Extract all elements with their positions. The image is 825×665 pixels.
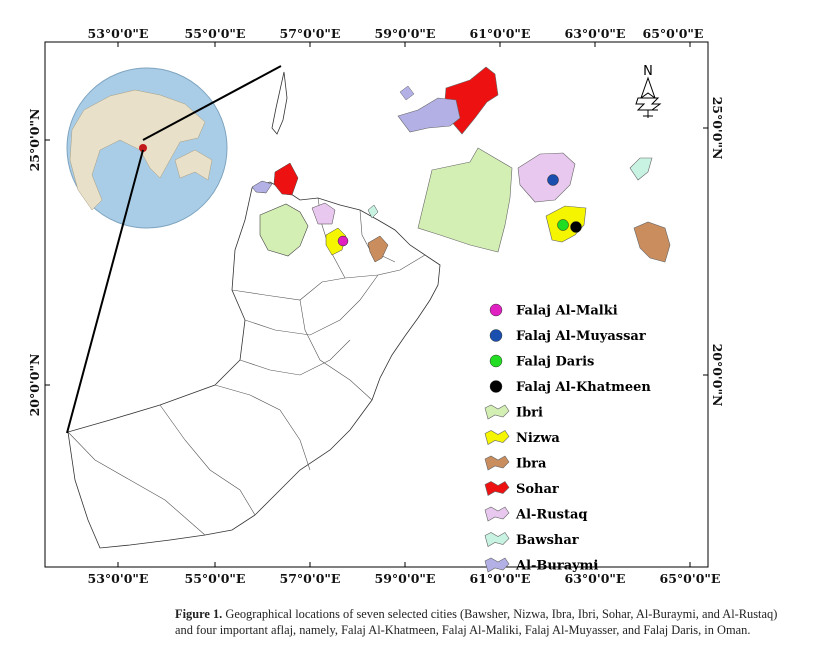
top-axis-labels: 53°0'0"E 55°0'0"E 57°0'0"E 59°0'0"E 61°0…	[88, 26, 704, 41]
legend-point-symbol	[489, 329, 503, 342]
right-tick-label: 25°0'0"N	[710, 97, 725, 160]
bottom-tick-label: 57°0'0"E	[280, 571, 341, 586]
district-boundaries	[67, 197, 426, 536]
bottom-tick-label: 63°0'0"E	[565, 571, 626, 586]
legend-label: Ibri	[516, 406, 543, 421]
legend-area-symbol	[484, 506, 510, 522]
caption-text: Geographical locations of seven selected…	[175, 607, 778, 637]
bottom-tick-label: 53°0'0"E	[88, 571, 149, 586]
sohar-area	[273, 162, 299, 196]
top-tick-label: 61°0'0"E	[470, 26, 531, 41]
nizwa-area	[325, 227, 347, 256]
ibra-inset	[633, 221, 671, 263]
right-tick-label: 20°0'0"N	[710, 344, 725, 407]
top-tick-label: 53°0'0"E	[88, 26, 149, 41]
bawshar-area	[367, 204, 379, 219]
legend-area-symbol	[484, 532, 510, 547]
legend-label: Ibra	[516, 457, 547, 472]
left-tick-label: 25°0'0"N	[27, 109, 42, 172]
tick-marks	[45, 42, 708, 567]
top-tick-label: 57°0'0"E	[280, 26, 341, 41]
legend-area-symbol	[484, 404, 510, 420]
legend-label: Nizwa	[516, 431, 560, 446]
figure-caption: Figure 1. Geographical locations of seve…	[175, 607, 790, 638]
globe-landmass	[69, 89, 206, 211]
map-figure: 53°0'0"E 55°0'0"E 57°0'0"E 59°0'0"E 61°0…	[27, 26, 725, 586]
caption-label: Figure 1.	[175, 607, 223, 621]
legend-area-symbol	[484, 481, 510, 496]
falaj-al-muyassar-marker	[547, 174, 559, 186]
falaj-al-malki-marker	[337, 235, 349, 247]
legend-point-symbol	[489, 354, 503, 368]
legend-label: Falaj Al-Muyassar	[516, 329, 646, 344]
falaj-daris-marker	[557, 219, 569, 231]
legend-label: Bawshar	[516, 533, 579, 548]
top-tick-label: 65°0'0"E	[643, 26, 704, 41]
legend-label: Falaj Al-Khatmeen	[516, 380, 651, 395]
top-tick-label: 55°0'0"E	[185, 26, 246, 41]
legend-label: Al-Buraymi	[515, 559, 598, 574]
legend-point-symbol	[489, 303, 503, 317]
bottom-tick-label: 61°0'0"E	[470, 571, 531, 586]
al-buraymi-inset	[397, 97, 461, 133]
bottom-axis-labels: 53°0'0"E 55°0'0"E 57°0'0"E 59°0'0"E 61°0…	[88, 571, 721, 586]
top-tick-label: 59°0'0"E	[375, 26, 436, 41]
bottom-tick-label: 55°0'0"E	[185, 571, 246, 586]
al-buraymi-inset-small	[399, 85, 415, 101]
north-arrow-icon: N	[635, 64, 662, 118]
ibri-inset	[417, 147, 513, 253]
legend-point-symbol	[489, 380, 503, 393]
legend-label: Sohar	[516, 482, 559, 497]
legend-label: Falaj Al-Malki	[516, 304, 618, 319]
al-rustaq-inset	[517, 152, 576, 203]
legend-label: Falaj Daris	[516, 355, 594, 370]
legend-area-symbol	[484, 455, 510, 471]
legend-label: Al-Rustaq	[515, 508, 588, 523]
musandam-outline	[271, 71, 288, 135]
ibri-area	[259, 203, 309, 257]
top-tick-label: 63°0'0"E	[565, 26, 626, 41]
ibra-area	[367, 235, 389, 263]
legend-area-symbol	[484, 557, 510, 573]
globe-inset	[66, 67, 228, 229]
bottom-tick-label: 65°0'0"E	[660, 571, 721, 586]
globe-landmass	[174, 149, 213, 181]
north-label: N	[643, 64, 653, 79]
oman-location-marker	[139, 144, 147, 152]
legend: Falaj Al-Malki Falaj Al-Muyassar Falaj Dar…	[484, 303, 651, 574]
leader-lines	[66, 65, 282, 434]
legend-area-symbol	[484, 430, 510, 445]
al-buraymi-area	[251, 180, 273, 194]
falaj-al-khatmeen-marker	[570, 221, 582, 233]
left-tick-label: 20°0'0"N	[27, 354, 42, 417]
bottom-tick-label: 59°0'0"E	[375, 571, 436, 586]
bawshar-inset	[629, 157, 653, 181]
al-rustaq-area	[311, 202, 336, 225]
